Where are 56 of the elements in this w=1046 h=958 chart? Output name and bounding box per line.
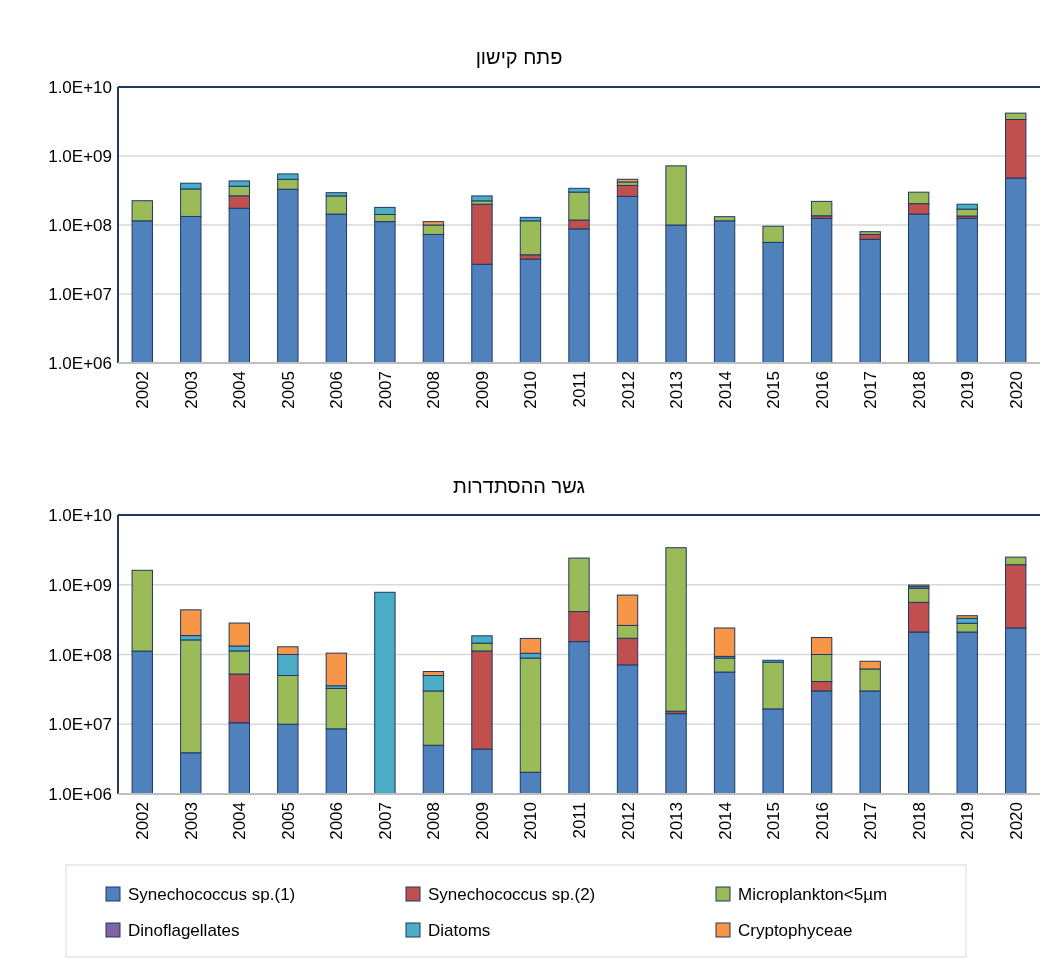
x-tick-label: 2010 [521, 371, 541, 409]
y-tick-label: 1.0E+10 [48, 78, 112, 97]
x-tick-label: 2009 [472, 802, 492, 840]
x-tick-label: 2013 [667, 371, 687, 409]
legend-label: Microplankton<5µm [738, 885, 888, 904]
legend-label: Diatoms [428, 921, 491, 940]
x-tick-label: 2006 [327, 802, 347, 840]
y-tick-label: 1.0E+10 [48, 506, 112, 525]
x-tick-label: 2015 [764, 371, 784, 409]
legend-label: Synechococcus sp.(1) [128, 885, 296, 904]
x-tick-label: 2011 [570, 371, 589, 408]
x-tick-label: 2014 [715, 802, 735, 840]
x-tick-label: 2002 [133, 802, 153, 840]
chart-title: פתח קישון [475, 46, 563, 68]
x-tick-label: 2020 [1006, 371, 1026, 409]
x-tick-label: 2011 [570, 802, 589, 839]
x-tick-label: 2017 [861, 371, 881, 409]
x-tick-label: 2009 [472, 371, 492, 409]
x-tick-label: 2019 [958, 802, 978, 840]
x-tick-label: 2013 [667, 802, 687, 840]
y-tick-label: 1.0E+08 [48, 216, 112, 235]
y-tick-label: 1.0E+07 [48, 285, 112, 304]
x-tick-label: 2020 [1006, 802, 1026, 840]
x-tick-label: 2015 [764, 802, 784, 840]
y-tick-label: 1.0E+07 [48, 715, 112, 735]
x-tick-label: 2003 [181, 802, 201, 840]
x-tick-label: 2002 [133, 371, 153, 409]
x-tick-label: 2003 [181, 371, 201, 409]
x-tick-label: 2018 [909, 802, 929, 840]
x-tick-label: 2018 [909, 371, 929, 409]
y-tick-label: 1.0E+09 [48, 575, 112, 595]
x-tick-label: 2004 [230, 802, 250, 840]
x-tick-label: 2014 [715, 371, 735, 409]
legend-label: Synechococcus sp.(2) [428, 885, 596, 904]
y-tick-label: 1.0E+08 [48, 645, 112, 665]
y-tick-label: 1.0E+09 [48, 147, 112, 166]
x-tick-label: 2007 [375, 802, 395, 840]
x-tick-label: 2016 [812, 802, 832, 840]
x-tick-label: 2008 [424, 802, 444, 840]
legend-label: Dinoflagellates [128, 921, 240, 940]
legend-label: Cryptophyceae [738, 921, 853, 940]
x-tick-label: 2005 [278, 802, 298, 840]
x-tick-label: 2007 [375, 371, 395, 409]
chart-title: גשר ההסתדרות [453, 475, 585, 497]
x-tick-label: 2004 [230, 371, 250, 409]
x-tick-label: 2016 [812, 371, 832, 409]
x-tick-label: 2012 [618, 802, 638, 840]
x-tick-label: 2012 [618, 371, 638, 409]
x-tick-label: 2006 [327, 371, 347, 409]
x-tick-label: 2017 [861, 802, 881, 840]
y-tick-label: 1.0E+06 [48, 354, 112, 373]
x-tick-label: 2010 [521, 802, 541, 840]
x-tick-label: 2019 [958, 371, 978, 409]
x-tick-label: 2005 [278, 371, 298, 409]
x-tick-label: 2008 [424, 371, 444, 409]
y-tick-label: 1.0E+06 [48, 785, 112, 804]
